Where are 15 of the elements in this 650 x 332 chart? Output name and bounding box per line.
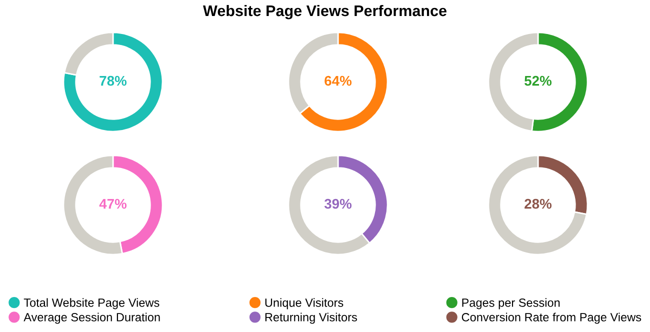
chart-title: Website Page Views Performance	[203, 4, 446, 20]
legend-label: Unique Visitors	[265, 298, 344, 310]
legend-label: Returning Visitors	[265, 312, 357, 324]
data-label: 47%	[99, 198, 127, 209]
donut-slice	[488, 154, 588, 256]
legend-label: Total Website Page Views	[24, 298, 160, 310]
data-label: 78%	[100, 76, 127, 86]
data-label: 28%	[524, 198, 552, 209]
legend-label: Average Session Duration	[24, 312, 160, 324]
legend-label: Conversion Rate from Page Views	[462, 312, 642, 324]
data-label: 39%	[324, 198, 352, 209]
legend-label: Pages per Session	[462, 298, 560, 310]
data-label: 52%	[524, 76, 552, 86]
data-label: 64%	[324, 76, 352, 86]
donut-slice	[62, 32, 164, 132]
